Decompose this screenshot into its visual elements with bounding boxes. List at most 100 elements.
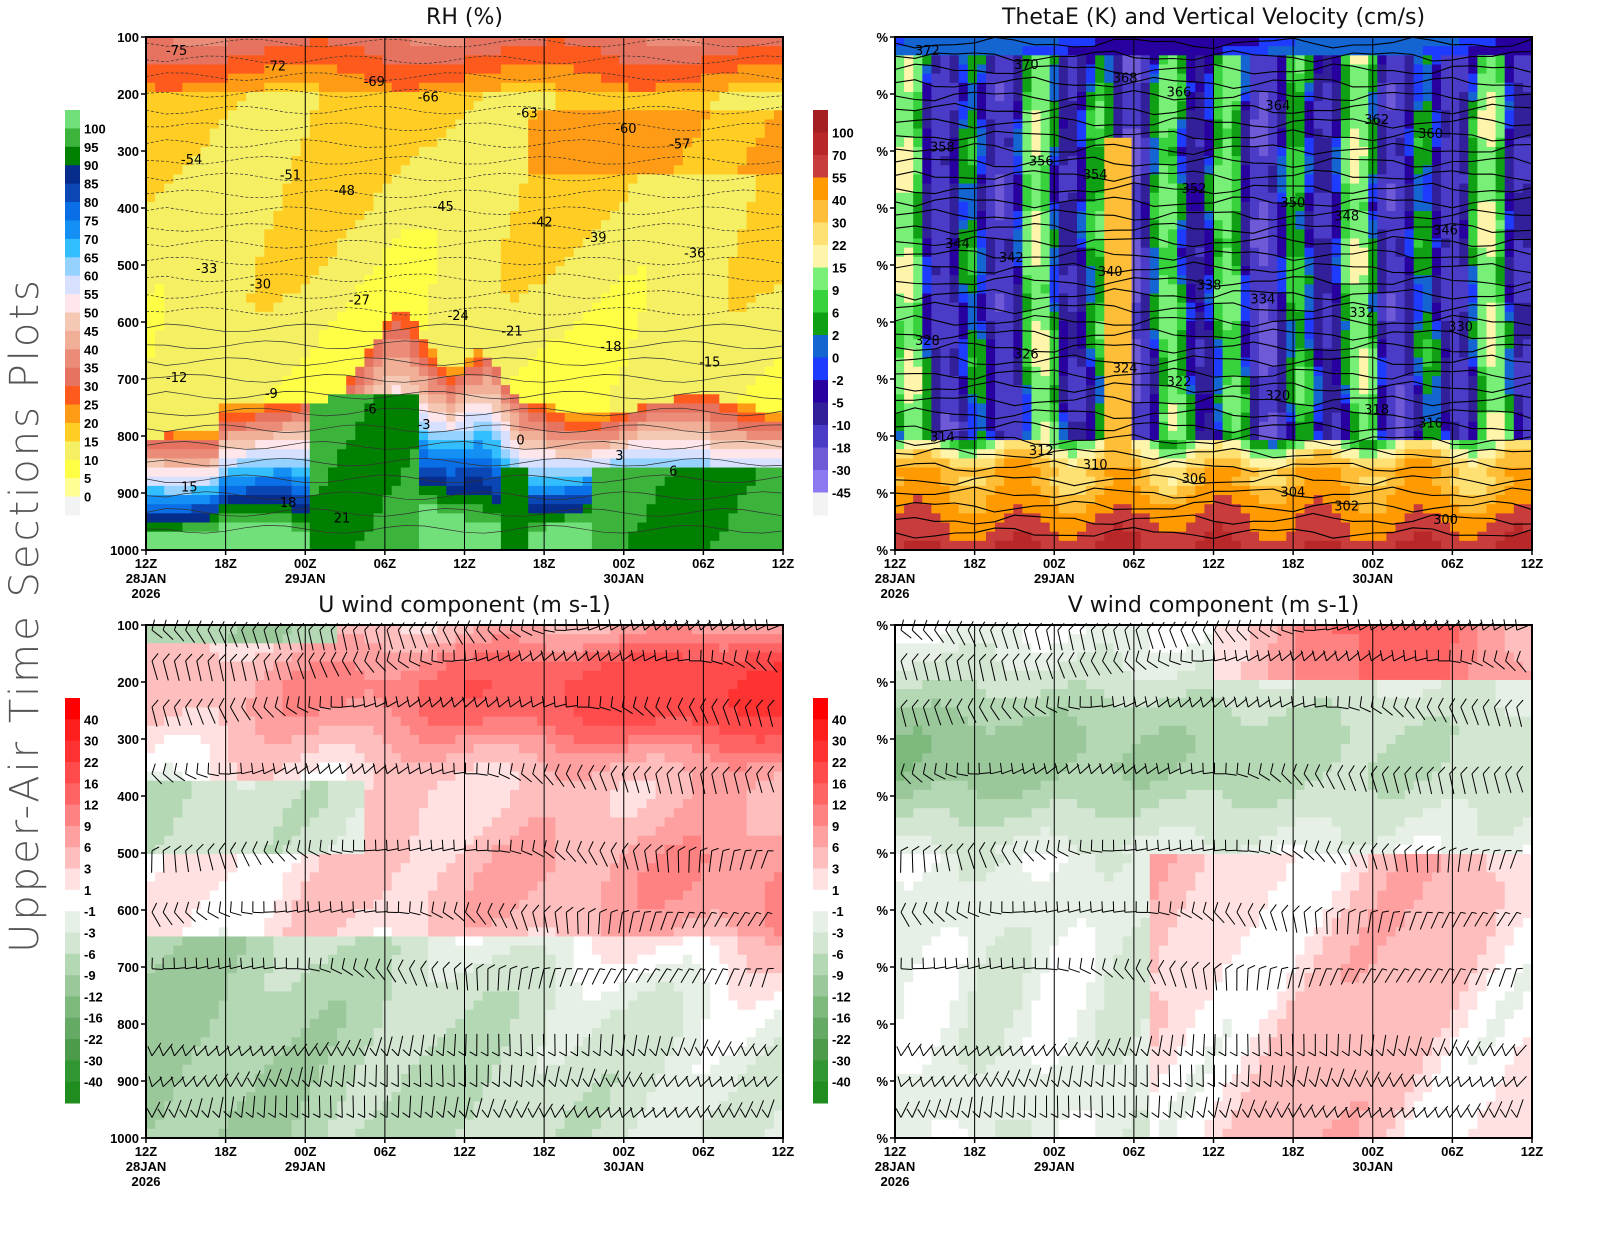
heatmap-cell xyxy=(182,430,193,441)
heatmap-cell xyxy=(291,201,302,212)
heatmap-cell xyxy=(546,64,557,75)
heatmap-cell xyxy=(591,146,602,157)
heatmap-cell xyxy=(546,375,557,386)
heatmap-cell xyxy=(155,385,165,395)
heatmap-cell xyxy=(264,211,274,221)
heatmap-cell xyxy=(737,128,748,139)
heatmap-cell xyxy=(318,192,329,203)
heatmap-cell xyxy=(1277,91,1287,102)
heatmap-cell xyxy=(1422,101,1433,111)
heatmap-cell xyxy=(419,110,429,121)
heatmap-cell xyxy=(682,137,693,148)
heatmap-cell xyxy=(764,201,775,212)
heatmap-cell xyxy=(373,201,384,212)
heatmap-cell xyxy=(273,458,284,469)
colorbar-swatch xyxy=(65,275,80,295)
heatmap-cell xyxy=(692,55,702,66)
heatmap-cell xyxy=(1213,37,1224,47)
heatmap-cell xyxy=(382,348,393,359)
heatmap-cell xyxy=(455,201,466,212)
heatmap-cell xyxy=(473,522,484,533)
heatmap-cell xyxy=(173,101,183,111)
heatmap-cell xyxy=(1067,46,1078,56)
heatmap-cell xyxy=(1295,119,1306,130)
heatmap-cell xyxy=(291,440,302,450)
heatmap-cell xyxy=(491,522,502,533)
heatmap-cell xyxy=(364,348,375,359)
heatmap-cell xyxy=(755,64,766,75)
heatmap-cell xyxy=(949,82,960,93)
y-tick-label: 500 xyxy=(117,258,139,273)
heatmap-cell xyxy=(1404,64,1415,75)
heatmap-cell xyxy=(728,330,739,340)
heatmap-cell xyxy=(1131,55,1142,66)
heatmap-cell xyxy=(931,64,942,75)
heatmap-cell xyxy=(737,220,748,230)
heatmap-cell xyxy=(764,467,775,478)
heatmap-cell xyxy=(173,375,183,386)
heatmap-cell xyxy=(191,211,202,221)
heatmap-cell xyxy=(437,513,447,524)
heatmap-cell xyxy=(473,311,484,322)
heatmap-cell xyxy=(364,403,375,414)
heatmap-cell xyxy=(1249,46,1260,56)
heatmap-cell xyxy=(1122,119,1133,130)
heatmap-cell xyxy=(1304,73,1315,84)
heatmap-cell xyxy=(346,403,356,414)
heatmap-cell xyxy=(291,412,302,423)
heatmap-cell xyxy=(664,110,675,121)
heatmap-cell xyxy=(655,247,666,258)
heatmap-cell xyxy=(437,440,447,450)
heatmap-cell xyxy=(710,385,720,395)
heatmap-cell xyxy=(173,412,183,423)
heatmap-cell xyxy=(1359,128,1369,139)
heatmap-cell xyxy=(1441,137,1451,148)
heatmap-cell xyxy=(419,174,429,185)
heatmap-cell xyxy=(419,266,429,276)
heatmap-cell xyxy=(1422,82,1433,93)
heatmap-cell xyxy=(437,467,447,478)
heatmap-cell xyxy=(273,256,284,267)
heatmap-cell xyxy=(637,284,648,295)
heatmap-cell xyxy=(564,311,575,322)
heatmap-cell xyxy=(246,211,256,221)
heatmap-cell xyxy=(391,165,402,176)
heatmap-cell xyxy=(173,55,183,66)
heatmap-cell xyxy=(337,394,347,405)
heatmap-cell xyxy=(237,440,247,450)
heatmap-cell xyxy=(1477,110,1488,121)
heatmap-cell xyxy=(976,110,987,121)
heatmap-cell xyxy=(419,137,429,148)
heatmap-cell xyxy=(682,458,693,469)
heatmap-cell xyxy=(491,440,502,450)
heatmap-cell xyxy=(719,330,729,340)
heatmap-cell xyxy=(746,522,757,533)
heatmap-cell xyxy=(282,247,293,258)
heatmap-cell xyxy=(510,46,520,56)
heatmap-cell xyxy=(309,119,320,130)
heatmap-cell xyxy=(746,91,757,102)
heatmap-cell xyxy=(146,449,156,459)
heatmap-cell xyxy=(922,146,932,157)
heatmap-cell xyxy=(591,513,602,524)
heatmap-cell xyxy=(309,495,320,505)
heatmap-cell xyxy=(491,467,502,478)
heatmap-cell xyxy=(464,119,475,130)
heatmap-cell xyxy=(391,284,402,295)
heatmap-cell xyxy=(364,495,375,505)
heatmap-cell xyxy=(655,348,666,359)
heatmap-cell xyxy=(309,485,320,496)
heatmap-cell xyxy=(273,320,284,331)
heatmap-cell xyxy=(537,394,547,405)
heatmap-cell xyxy=(409,531,420,542)
heatmap-cell xyxy=(646,440,657,450)
heatmap-cell xyxy=(464,91,475,102)
heatmap-cell xyxy=(601,156,611,166)
heatmap-cell xyxy=(546,476,557,487)
heatmap-cell xyxy=(164,256,174,267)
heatmap-cell xyxy=(755,311,766,322)
contour-label: 0 xyxy=(516,434,524,449)
heatmap-cell xyxy=(491,348,502,359)
heatmap-cell xyxy=(646,339,657,350)
heatmap-cell xyxy=(155,192,165,203)
